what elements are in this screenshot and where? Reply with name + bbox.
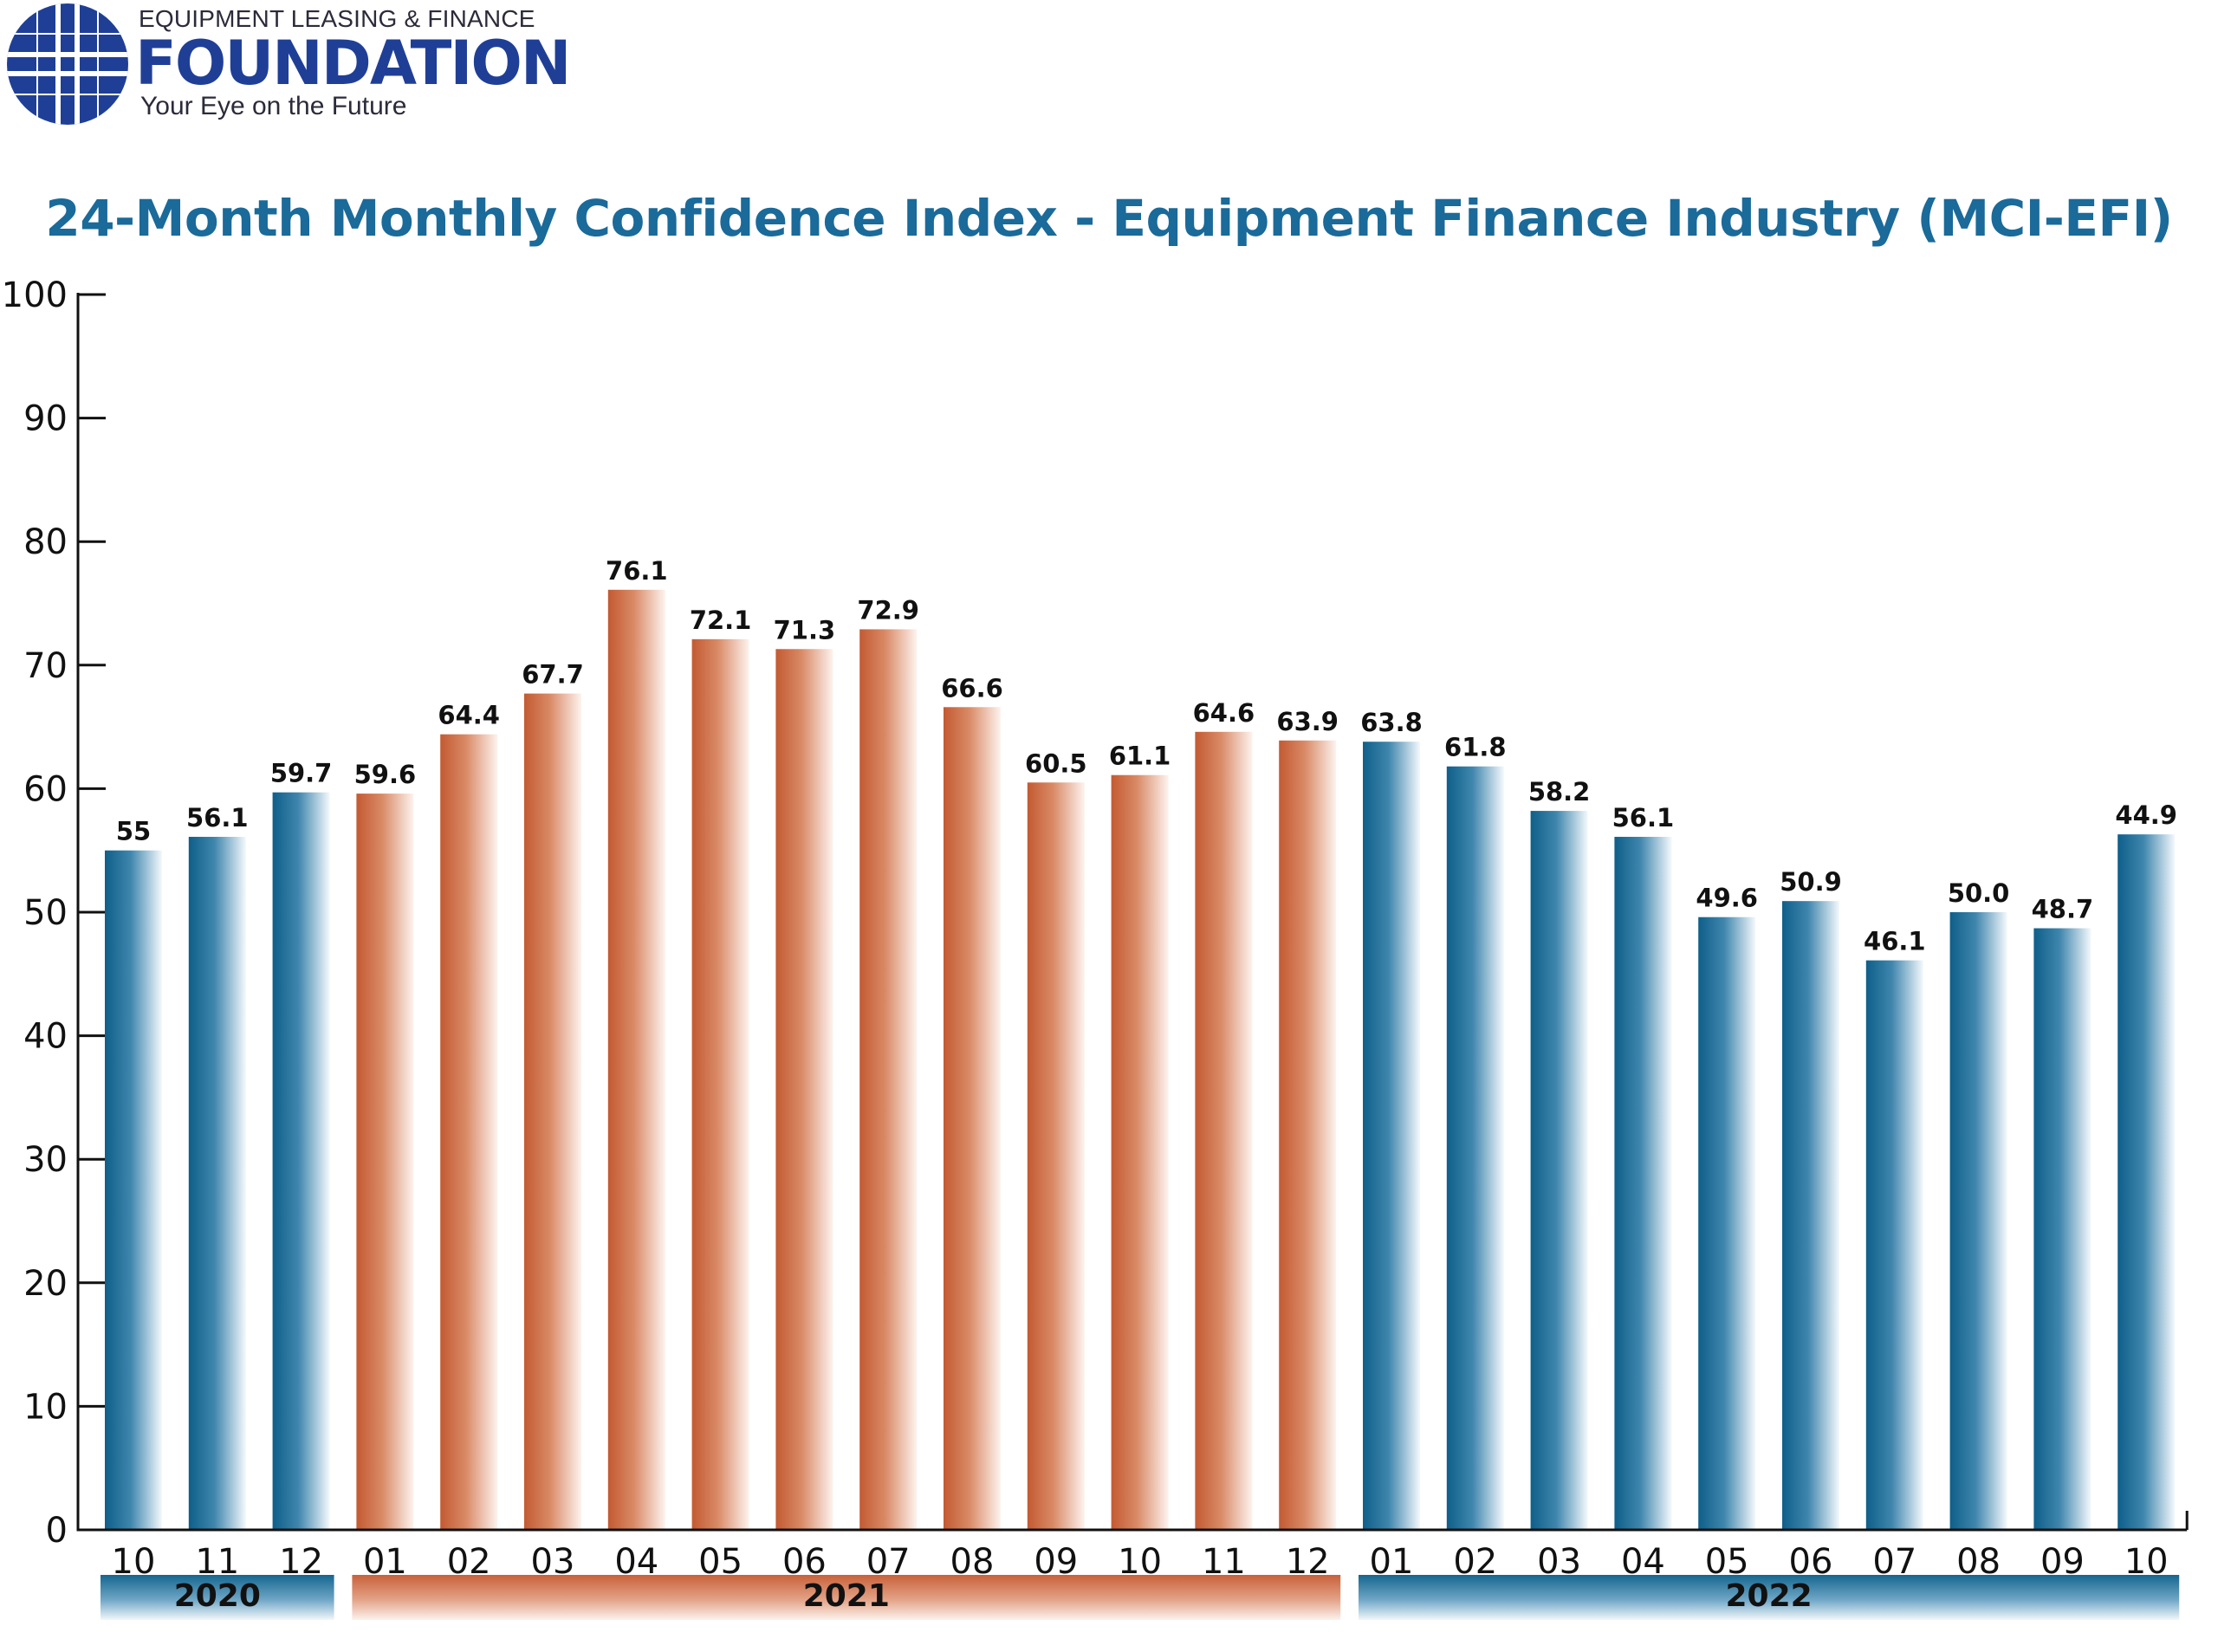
y-tick-label: 0 <box>46 1511 68 1551</box>
bar-2022-07 <box>1865 960 1923 1530</box>
bar-2021-10 <box>1111 774 1169 1530</box>
bars: 55 56.1 59.7 59.6 64.4 67.7 76.1 72.1 71.3 72.9 66… <box>105 556 2177 1531</box>
data-label: 76.1 <box>606 556 668 586</box>
bar-2022-05 <box>1698 917 1756 1530</box>
bar-2020-12 <box>272 792 330 1530</box>
y-tick-label: 50 <box>23 893 68 933</box>
y-tick-label: 10 <box>23 1387 68 1427</box>
bar-2020-10 <box>105 850 162 1530</box>
data-label: 56.1 <box>1612 803 1675 832</box>
data-label: 55 <box>116 817 151 846</box>
data-label: 64.6 <box>1193 698 1255 728</box>
data-label: 60.5 <box>1025 748 1087 778</box>
data-label: 59.7 <box>270 759 333 788</box>
logo: EQUIPMENT LEASING & FINANCE FOUNDATION Y… <box>0 0 606 130</box>
bar-2021-02 <box>440 734 498 1530</box>
data-label: 50.9 <box>1780 867 1842 897</box>
y-tick-label: 80 <box>23 522 68 562</box>
logo-main-text: FOUNDATION <box>135 28 571 99</box>
bar-2021-04 <box>607 589 665 1531</box>
bar-2022-09 <box>2033 928 2092 1530</box>
bar-2021-06 <box>775 649 833 1530</box>
data-label: 56.1 <box>186 803 249 832</box>
bar-2021-07 <box>859 629 918 1530</box>
bar-2022-08 <box>1949 912 2007 1530</box>
bar-2021-05 <box>691 638 749 1530</box>
bar-2021-09 <box>1027 782 1085 1530</box>
year-bands: 2020 2021 2022 <box>101 1575 2180 1620</box>
year-label: 2021 <box>803 1578 890 1614</box>
y-tick-label: 60 <box>23 769 68 809</box>
bar-2022-03 <box>1530 811 1588 1530</box>
y-tick-label: 100 <box>2 275 68 315</box>
chart-title: 24-Month Monthly Confidence Index - Equi… <box>45 189 2173 248</box>
y-tick-label: 30 <box>23 1140 68 1180</box>
year-band-2022 <box>1359 1575 2180 1620</box>
logo-top-text: EQUIPMENT LEASING & FINANCE <box>139 5 535 32</box>
data-label: 72.1 <box>690 606 752 635</box>
bar-2021-11 <box>1195 731 1253 1530</box>
year-band-2020 <box>101 1575 334 1620</box>
y-tick-label: 40 <box>23 1017 68 1057</box>
data-label: 58.2 <box>1528 777 1591 807</box>
data-label: 48.7 <box>2032 895 2094 924</box>
data-label: 63.9 <box>1276 707 1339 736</box>
year-label: 2020 <box>174 1578 261 1614</box>
data-label: 44.9 <box>2115 800 2177 830</box>
bar-2022-06 <box>1782 901 1839 1530</box>
bar-2022-10 <box>2117 834 2176 1530</box>
bar-2021-03 <box>524 693 581 1530</box>
data-label: 59.6 <box>354 760 417 789</box>
bar-2021-01 <box>356 794 414 1530</box>
data-label: 66.6 <box>941 673 1003 703</box>
bar-2021-08 <box>944 707 1001 1530</box>
data-label: 49.6 <box>1696 884 1758 913</box>
y-axis: 0 10 20 30 40 50 60 70 80 90 100 <box>2 275 106 1551</box>
y-tick-label: 70 <box>23 646 68 686</box>
data-label: 63.8 <box>1360 708 1423 737</box>
data-label: 64.4 <box>438 701 500 730</box>
data-label: 71.3 <box>774 615 836 645</box>
data-label: 72.9 <box>857 595 919 625</box>
year-label: 2022 <box>1725 1578 1812 1614</box>
y-tick-label: 90 <box>23 399 68 439</box>
data-label: 50.0 <box>1948 878 2010 908</box>
y-tick-label: 20 <box>23 1264 68 1304</box>
data-label: 61.1 <box>1109 742 1171 771</box>
globe-logo-icon <box>7 3 128 125</box>
bar-2022-02 <box>1446 766 1504 1530</box>
bar-2022-01 <box>1363 742 1420 1530</box>
bar-2022-04 <box>1614 837 1672 1530</box>
bar-2021-12 <box>1279 740 1337 1530</box>
year-band-2021 <box>352 1575 1341 1620</box>
data-label: 67.7 <box>522 660 584 690</box>
data-label: 61.8 <box>1444 733 1507 762</box>
bar-2020-11 <box>188 837 246 1530</box>
data-label: 46.1 <box>1864 927 1926 956</box>
logo-tagline: Your Eye on the Future <box>140 92 407 120</box>
